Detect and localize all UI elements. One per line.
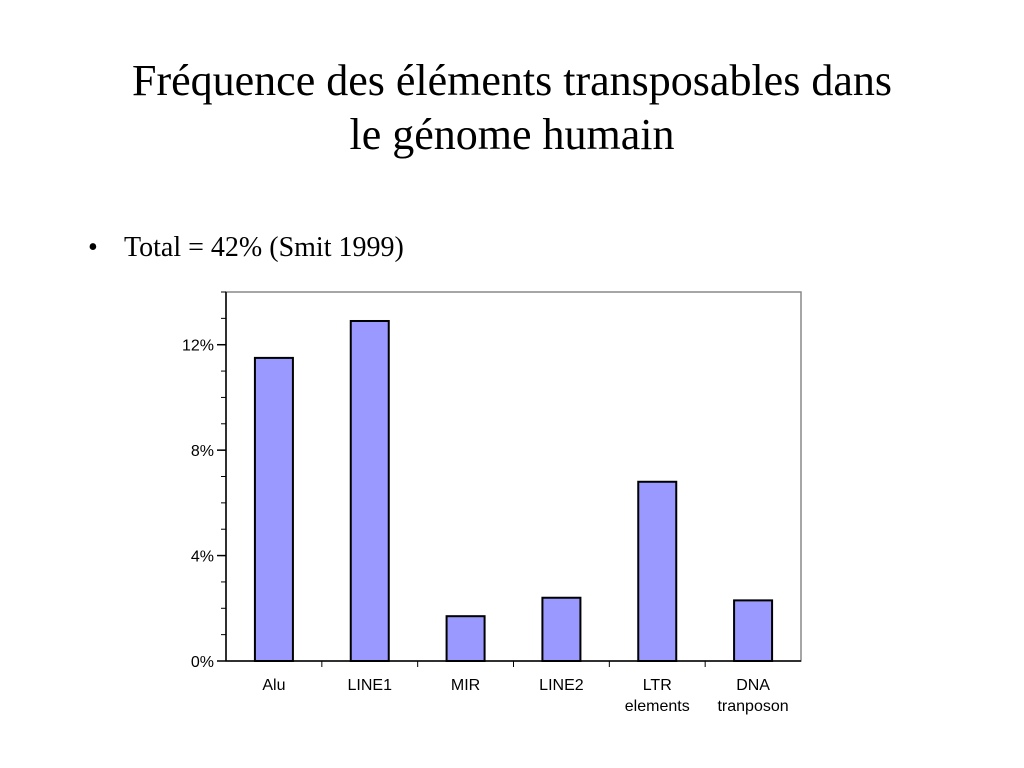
bullet-text: Total = 42% (Smit 1999) <box>124 232 404 263</box>
bar-line1 <box>349 319 390 662</box>
bar-line2 <box>541 596 582 662</box>
y-tick-label: 4% <box>191 549 214 566</box>
bar-mir <box>445 615 486 663</box>
x-tick-label: DNA <box>736 677 770 694</box>
bar-alu <box>253 356 294 662</box>
x-tick-label: elements <box>625 698 690 715</box>
bullet-item: • Total = 42% (Smit 1999) <box>88 230 404 266</box>
title-line-1: Fréquence des éléments transposables dan… <box>132 56 892 105</box>
x-tick-label: LINE2 <box>539 677 584 694</box>
bar-dna-tranposon <box>733 599 774 663</box>
slide-title: Fréquence des éléments transposables dan… <box>0 54 1024 162</box>
y-tick-label: 0% <box>191 654 214 671</box>
bar-ltr-elements <box>637 480 678 662</box>
x-tick-label: MIR <box>451 677 480 694</box>
x-tick-label: tranposon <box>717 698 788 715</box>
title-line-2: le génome humain <box>349 110 675 159</box>
plot-frame <box>225 291 802 662</box>
x-tick-label: LINE1 <box>348 677 393 694</box>
bullet-icon: • <box>88 232 98 263</box>
y-tick-label: 12% <box>182 338 214 355</box>
x-tick-label: LTR <box>643 677 672 694</box>
x-tick-label: Alu <box>262 677 285 694</box>
y-tick-label: 8% <box>191 443 214 460</box>
